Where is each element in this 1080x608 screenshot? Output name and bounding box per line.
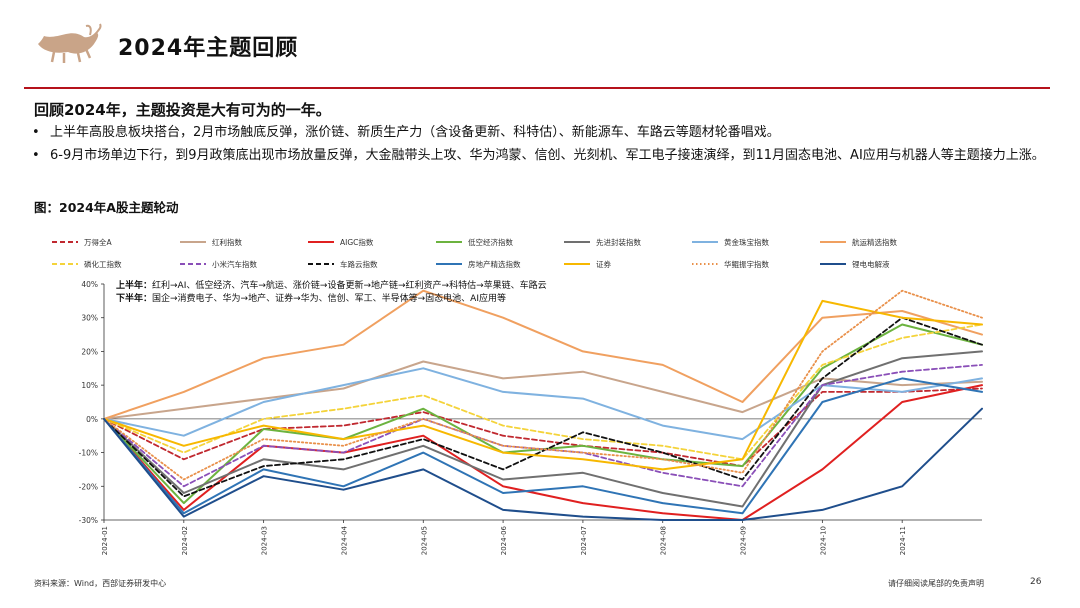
- legend-label: 红利指数: [212, 237, 242, 247]
- series-line: [103, 387, 983, 468]
- series-line: [103, 323, 983, 461]
- series-line: [103, 289, 983, 420]
- legend-label: 黄金珠宝指数: [724, 237, 769, 247]
- legend-label: 磷化工指数: [84, 259, 122, 269]
- legend-label: 小米汽车指数: [212, 259, 257, 269]
- legend-item: 红利指数: [180, 237, 242, 247]
- y-tick-label: -10%: [79, 449, 98, 458]
- series-line: [103, 407, 983, 521]
- x-tick-label: 2024-02: [181, 526, 189, 555]
- legend-item: 低空经济指数: [436, 237, 513, 247]
- chart-annotation: 上半年：红利→AI、低空经济、汽车→航运、涨价链→设备更新→地产链→红利资产→科…: [116, 279, 547, 291]
- title-divider: [24, 87, 1050, 89]
- slide-header: 2024年主题回顾: [0, 0, 1080, 92]
- legend-label: 锂电电解液: [852, 259, 890, 269]
- legend-label: 低空经济指数: [468, 237, 513, 247]
- x-tick-label: 2024-08: [660, 526, 668, 555]
- legend-item: 黄金珠宝指数: [692, 237, 769, 247]
- x-tick-label: 2024-06: [500, 525, 508, 555]
- y-tick-label: 0%: [86, 415, 98, 424]
- summary-heading: 回顾2024年，主题投资是大有可为的一年。: [34, 101, 331, 119]
- legend-label: 车路云指数: [340, 259, 378, 269]
- legend-item: 锂电电解液: [820, 259, 890, 269]
- x-tick-label: 2024-04: [340, 525, 348, 555]
- bullet-item: 上半年高股息板块搭台，2月市场触底反弹，涨价链、新质生产力（含设备更新、科特估）…: [30, 122, 1050, 143]
- legend-item: AIGC指数: [308, 237, 374, 247]
- x-tick-label: 2024-03: [261, 526, 269, 555]
- x-tick-label: 2024-07: [580, 526, 588, 555]
- page-title: 2024年主题回顾: [118, 36, 299, 61]
- series-line: [103, 299, 983, 471]
- series-line: [103, 367, 983, 441]
- legend-item: 房地产精选指数: [436, 259, 521, 269]
- legend-item: 证券: [564, 259, 611, 269]
- legend-item: 华鲲振宇指数: [692, 259, 769, 269]
- legend-item: 小米汽车指数: [180, 259, 257, 269]
- y-tick-label: -30%: [79, 516, 98, 525]
- legend-item: 磷化工指数: [52, 259, 122, 269]
- series-line: [103, 384, 983, 521]
- x-tick-label: 2024-11: [899, 526, 907, 555]
- legend-item: 先进封装指数: [564, 237, 641, 247]
- bullet-item: 6-9月市场单边下行，到9月政策底出现市场放量反弹，大金融带头上攻、华为鸿蒙、信…: [30, 145, 1050, 166]
- chart-annotation: 下半年：国企→消费电子、华为→地产、证券→华为、信创、军工、半导体等→固态电池、…: [116, 292, 506, 304]
- source-note: 资料来源：Wind，西部证券研发中心: [34, 579, 167, 588]
- x-tick-label: 2024-09: [740, 526, 748, 555]
- legend-label: AIGC指数: [340, 237, 374, 247]
- theme-rotation-chart: 万得全A 红利指数 AIGC指数 低空经济指数 先进封装指数 黄金珠宝指数 航运精选指数磷化…: [52, 237, 983, 555]
- series-line: [103, 289, 983, 481]
- series-line: [103, 316, 983, 498]
- legend-item: 航运精选指数: [820, 237, 897, 247]
- y-tick-label: 40%: [81, 280, 98, 289]
- legend-label: 证券: [596, 259, 611, 269]
- figure-caption: 图：2024年A股主题轮动: [34, 200, 179, 215]
- legend-label: 房地产精选指数: [468, 259, 521, 269]
- legend-item: 万得全A: [52, 237, 112, 247]
- series-line: [103, 377, 983, 515]
- x-tick-label: 2024-10: [819, 526, 827, 555]
- bull-icon: [38, 23, 102, 63]
- legend-label: 先进封装指数: [596, 237, 641, 247]
- x-tick-label: 2024-01: [101, 526, 109, 555]
- legend-item: 车路云指数: [308, 259, 378, 269]
- series-line: [103, 360, 983, 420]
- legend-label: 华鲲振宇指数: [724, 259, 769, 269]
- page-number: 26: [1030, 577, 1042, 587]
- y-tick-label: 20%: [81, 347, 98, 356]
- bullet-list: 上半年高股息板块搭台，2月市场触底反弹，涨价链、新质生产力（含设备更新、科特估）…: [30, 122, 1050, 168]
- disclaimer-note: 请仔细阅读尾部的免责声明: [888, 579, 984, 588]
- legend-label: 航运精选指数: [852, 237, 897, 247]
- x-tick-label: 2024-05: [420, 526, 428, 555]
- series-line: [103, 350, 983, 508]
- y-tick-label: 10%: [81, 381, 98, 390]
- y-tick-label: 30%: [81, 314, 98, 323]
- legend-label: 万得全A: [84, 237, 112, 247]
- y-tick-label: -20%: [79, 482, 98, 491]
